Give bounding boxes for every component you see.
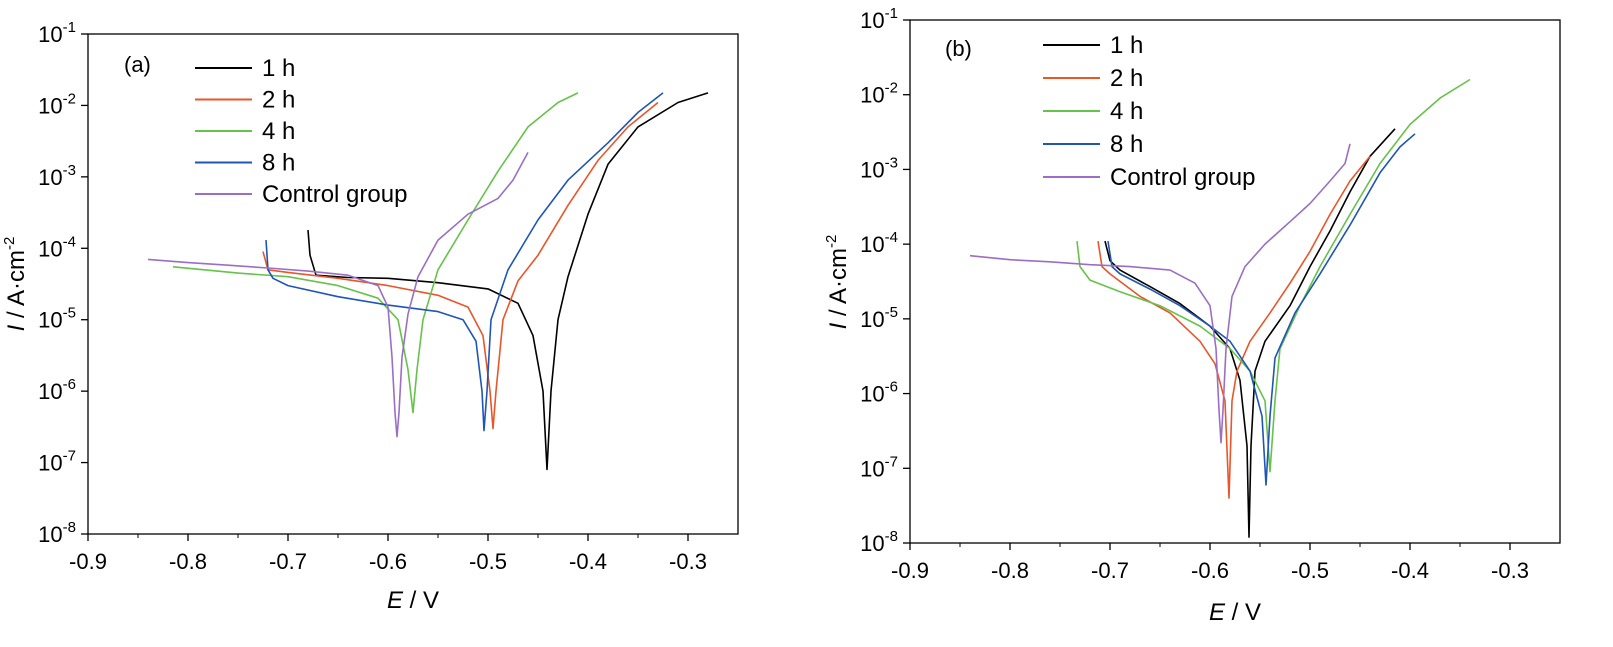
y-tick-label: 10-6 — [38, 376, 76, 404]
x-tick-label: -0.4 — [569, 549, 607, 574]
y-tick-label: 10-7 — [38, 448, 76, 476]
y-tick-label: 10-1 — [860, 5, 898, 33]
panel-label: (a) — [124, 52, 151, 77]
y-tick-label: 10-8 — [860, 528, 898, 556]
x-tick-label: -0.5 — [469, 549, 507, 574]
y-tick-label: 10-4 — [860, 229, 898, 257]
x-axis-label: E / V — [387, 587, 439, 614]
legend-label: 2 h — [1110, 65, 1143, 92]
y-tick-label: 10-2 — [860, 80, 898, 108]
series-line — [1107, 133, 1416, 486]
y-tick-label: 10-6 — [860, 379, 898, 407]
y-tick-label: 10-1 — [38, 19, 76, 47]
y-axis-label: I / A·cm-2 — [823, 235, 852, 330]
x-tick-label: -0.9 — [69, 549, 107, 574]
x-tick-label: -0.7 — [269, 549, 307, 574]
chart-panel-b: -0.9 -0.8 -0.7 -0.6 -0.5 -0.4 -0.3 10-8 10-7 10-6… — [823, 5, 1561, 626]
x-tick-label: -0.7 — [1091, 558, 1129, 583]
y-tick-label: 10-5 — [860, 304, 898, 332]
y-tick-label: 10-7 — [860, 453, 898, 481]
y-axis-label: I / A·cm-2 — [1, 237, 30, 332]
series-line — [969, 143, 1351, 444]
legend-label: 4 h — [262, 118, 295, 145]
plot-frame — [909, 19, 1561, 544]
series-line — [262, 101, 659, 430]
legend-label: 4 h — [1110, 98, 1143, 125]
series-line — [147, 152, 529, 438]
x-tick-label: -0.9 — [891, 558, 929, 583]
series-line — [1076, 78, 1471, 473]
series-line — [1104, 128, 1396, 538]
plot-frame — [87, 33, 739, 535]
y-tick-label: 10-8 — [38, 519, 76, 547]
legend-label: 1 h — [262, 55, 295, 82]
x-tick-label: -0.6 — [369, 549, 407, 574]
y-tick-label: 10-3 — [38, 162, 76, 190]
y-tick-label: 10-3 — [860, 154, 898, 182]
x-tick-label: -0.8 — [169, 549, 207, 574]
legend-label: 2 h — [262, 87, 295, 114]
y-tick-label: 10-2 — [38, 90, 76, 118]
x-tick-label: -0.8 — [991, 558, 1029, 583]
legend-label: 1 h — [1110, 32, 1143, 59]
x-tick-label: -0.4 — [1391, 558, 1429, 583]
x-axis-label: E / V — [1209, 599, 1261, 626]
x-tick-label: -0.3 — [1491, 558, 1529, 583]
x-tick-label: -0.3 — [669, 549, 707, 574]
legend-label: 8 h — [262, 150, 295, 177]
y-tick-label: 10-5 — [38, 305, 76, 333]
legend-label: Control group — [262, 181, 407, 208]
chart-panel-a: -0.9 -0.8 -0.7 -0.6 -0.5 -0.4 -0.3 10-8 10-7 10-6… — [1, 19, 739, 614]
panel-label: (b) — [945, 36, 972, 61]
y-tick-label: 10-4 — [38, 233, 76, 261]
series-line — [265, 92, 664, 432]
legend-label: 8 h — [1110, 131, 1143, 158]
x-tick-label: -0.5 — [1291, 558, 1329, 583]
series-line — [307, 92, 709, 471]
series-line — [172, 92, 579, 414]
legend-label: Control group — [1110, 164, 1255, 191]
series-line — [1097, 155, 1371, 499]
x-tick-label: -0.6 — [1191, 558, 1229, 583]
